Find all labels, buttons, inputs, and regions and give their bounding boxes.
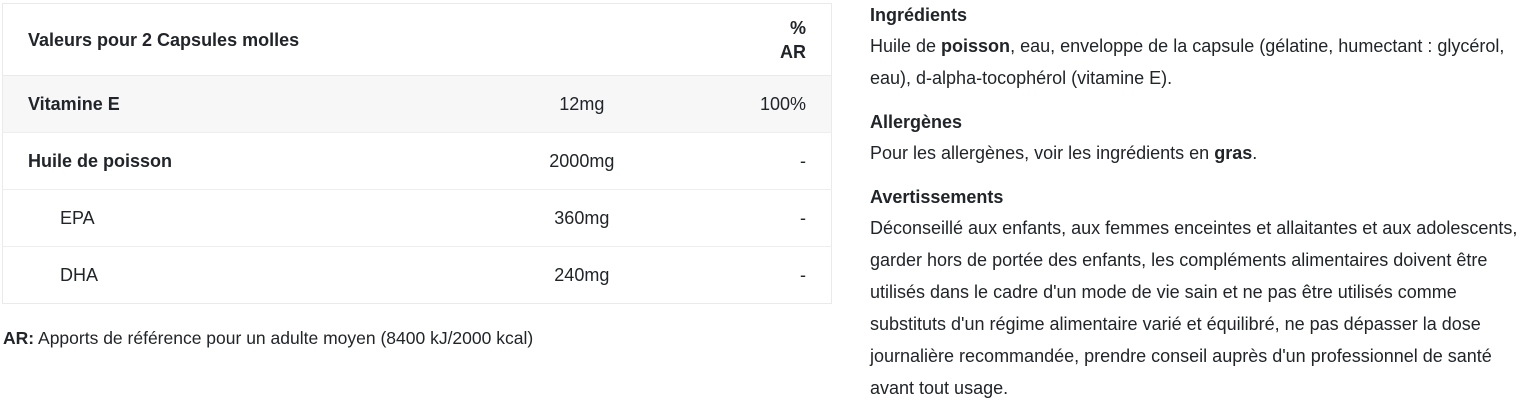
row-ar-value: - (800, 265, 806, 285)
row-amount-value: 12mg (559, 94, 605, 114)
text-segment: gras (1214, 143, 1253, 163)
row-amount-value: 360mg (554, 208, 610, 228)
table-header-ar-label: % AR (734, 3, 832, 76)
text-segment: . (1252, 143, 1258, 163)
nutrition-table: Valeurs pour 2 Capsules molles % AR Vita… (2, 3, 832, 304)
footnote-text: Apports de référence pour un adulte moye… (38, 328, 534, 348)
section-title: Avertissements (870, 187, 1004, 207)
section-body: Déconseillé aux enfants, aux femmes ence… (870, 212, 1522, 404)
nutrition-facts-column: Valeurs pour 2 Capsules molles % AR Vita… (2, 3, 832, 350)
section-body: Huile de poisson, eau, enveloppe de la c… (870, 30, 1522, 94)
row-nutrient-label: EPA (60, 208, 95, 228)
section-title: Ingrédients (870, 5, 968, 25)
info-panel: Ingrédients Huile de poisson, eau, envel… (870, 0, 1522, 404)
table-header-row: Valeurs pour 2 Capsules molles % AR (2, 3, 832, 76)
row-nutrient-label: Vitamine E (28, 94, 120, 114)
table-row: DHA 240mg - (2, 246, 832, 304)
text-segment: Huile de (870, 36, 942, 56)
ar-footnote: AR: Apports de référence pour un adulte … (3, 326, 832, 350)
row-ar-value: - (800, 151, 806, 171)
row-ar-value: 100% (759, 94, 806, 114)
nutrition-table-body: Vitamine E 12mg 100% Huile de poisson 20… (2, 75, 832, 304)
text-segment: , eau, enveloppe de la capsule (gélatine… (870, 36, 1505, 88)
section-title: Allergènes (870, 112, 963, 132)
row-nutrient-label: DHA (60, 265, 99, 285)
text-segment: Pour les allergènes, voir les ingrédient… (870, 143, 1215, 163)
text-segment: Déconseillé aux enfants, aux femmes ence… (870, 218, 1518, 398)
row-ar-value: - (800, 208, 806, 228)
text-segment: poisson (941, 36, 1011, 56)
section-body: Pour les allergènes, voir les ingrédient… (870, 137, 1522, 169)
table-row: Vitamine E 12mg 100% (2, 75, 832, 133)
info-section: Avertissements Déconseillé aux enfants, … (870, 182, 1522, 404)
table-row: Huile de poisson 2000mg - (2, 132, 832, 190)
info-section: Allergènes Pour les allergènes, voir les… (870, 107, 1522, 169)
row-amount-value: 240mg (554, 265, 610, 285)
row-nutrient-label: Huile de poisson (28, 151, 173, 171)
row-amount-value: 2000mg (549, 151, 615, 171)
table-header-serving-label: Valeurs pour 2 Capsules molles (2, 3, 735, 76)
table-row: EPA 360mg - (2, 189, 832, 247)
footnote-label: AR: (3, 328, 35, 348)
info-section: Ingrédients Huile de poisson, eau, envel… (870, 0, 1522, 94)
